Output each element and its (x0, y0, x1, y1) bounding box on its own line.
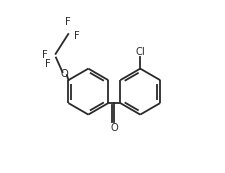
Text: F: F (65, 17, 71, 27)
Text: F: F (74, 31, 79, 41)
Text: O: O (110, 123, 118, 133)
Text: O: O (60, 69, 68, 79)
Text: F: F (45, 58, 51, 69)
Text: Cl: Cl (135, 47, 144, 57)
Text: F: F (41, 50, 47, 60)
